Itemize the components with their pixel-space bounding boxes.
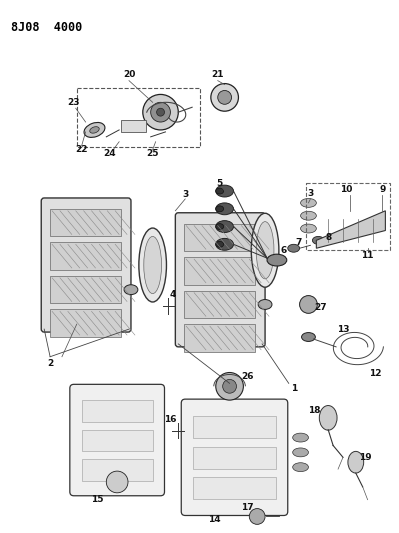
Ellipse shape — [251, 213, 279, 287]
Text: 10: 10 — [340, 184, 352, 193]
Bar — [193, 447, 276, 469]
Ellipse shape — [300, 198, 316, 207]
Text: 8J08  4000: 8J08 4000 — [11, 21, 82, 35]
Bar — [193, 477, 276, 499]
Bar — [184, 224, 255, 251]
Bar — [82, 459, 153, 481]
Ellipse shape — [216, 238, 233, 250]
Bar — [306, 183, 390, 250]
Ellipse shape — [216, 188, 224, 194]
Text: 22: 22 — [75, 145, 88, 154]
Text: 12: 12 — [369, 369, 382, 378]
Ellipse shape — [216, 221, 233, 232]
Text: 18: 18 — [308, 407, 321, 415]
Text: 6: 6 — [280, 246, 287, 255]
Ellipse shape — [256, 222, 274, 279]
Circle shape — [223, 379, 237, 393]
Text: 20: 20 — [123, 70, 135, 79]
Text: 21: 21 — [211, 70, 224, 79]
Text: 11: 11 — [361, 251, 374, 260]
Ellipse shape — [90, 127, 99, 133]
Circle shape — [211, 84, 239, 111]
Ellipse shape — [267, 254, 287, 266]
Ellipse shape — [216, 203, 233, 215]
Ellipse shape — [258, 300, 272, 309]
Ellipse shape — [300, 224, 316, 233]
FancyBboxPatch shape — [175, 213, 265, 347]
FancyBboxPatch shape — [41, 198, 131, 332]
Ellipse shape — [319, 406, 337, 430]
Text: 19: 19 — [359, 453, 372, 462]
Ellipse shape — [216, 241, 224, 247]
Text: 4: 4 — [169, 290, 176, 299]
Ellipse shape — [84, 123, 105, 138]
Circle shape — [218, 91, 231, 104]
Text: 26: 26 — [241, 372, 254, 381]
Circle shape — [143, 94, 178, 130]
Ellipse shape — [216, 224, 224, 230]
Text: 17: 17 — [241, 503, 254, 512]
Text: 1: 1 — [290, 384, 297, 393]
FancyBboxPatch shape — [181, 399, 288, 515]
Ellipse shape — [216, 185, 233, 197]
Bar — [50, 209, 121, 237]
Text: 23: 23 — [67, 98, 80, 107]
Text: 14: 14 — [208, 515, 221, 524]
Circle shape — [151, 102, 170, 122]
Bar — [184, 290, 255, 318]
Ellipse shape — [348, 451, 363, 473]
Text: 27: 27 — [314, 303, 327, 312]
Ellipse shape — [288, 244, 300, 252]
Circle shape — [106, 471, 128, 493]
Text: 13: 13 — [337, 325, 349, 334]
Ellipse shape — [302, 333, 315, 342]
Text: 25: 25 — [146, 149, 159, 158]
Ellipse shape — [216, 206, 224, 212]
Bar — [50, 309, 121, 337]
Text: 3: 3 — [182, 190, 188, 198]
Ellipse shape — [312, 237, 324, 244]
Bar — [121, 120, 146, 132]
Text: 15: 15 — [91, 495, 104, 504]
Bar — [184, 257, 255, 285]
Text: 8: 8 — [325, 233, 331, 242]
Ellipse shape — [293, 448, 308, 457]
Circle shape — [249, 508, 265, 524]
FancyBboxPatch shape — [70, 384, 164, 496]
Bar — [184, 324, 255, 352]
Ellipse shape — [139, 228, 166, 302]
Text: 2: 2 — [47, 359, 53, 368]
Bar — [50, 243, 121, 270]
Ellipse shape — [124, 285, 138, 295]
Ellipse shape — [293, 433, 308, 442]
Text: 5: 5 — [217, 179, 223, 188]
Polygon shape — [316, 211, 385, 248]
Text: 16: 16 — [164, 415, 177, 424]
Text: 9: 9 — [379, 184, 385, 193]
Bar — [193, 416, 276, 438]
Bar — [82, 400, 153, 422]
Text: 3: 3 — [307, 189, 314, 198]
Ellipse shape — [293, 463, 308, 472]
Bar — [77, 87, 200, 147]
Text: 7: 7 — [295, 238, 302, 247]
Ellipse shape — [144, 237, 162, 294]
Text: 24: 24 — [103, 149, 116, 158]
Circle shape — [216, 373, 243, 400]
Bar — [50, 276, 121, 303]
Circle shape — [156, 108, 164, 116]
Circle shape — [300, 296, 317, 313]
Bar — [82, 430, 153, 451]
Ellipse shape — [300, 211, 316, 220]
